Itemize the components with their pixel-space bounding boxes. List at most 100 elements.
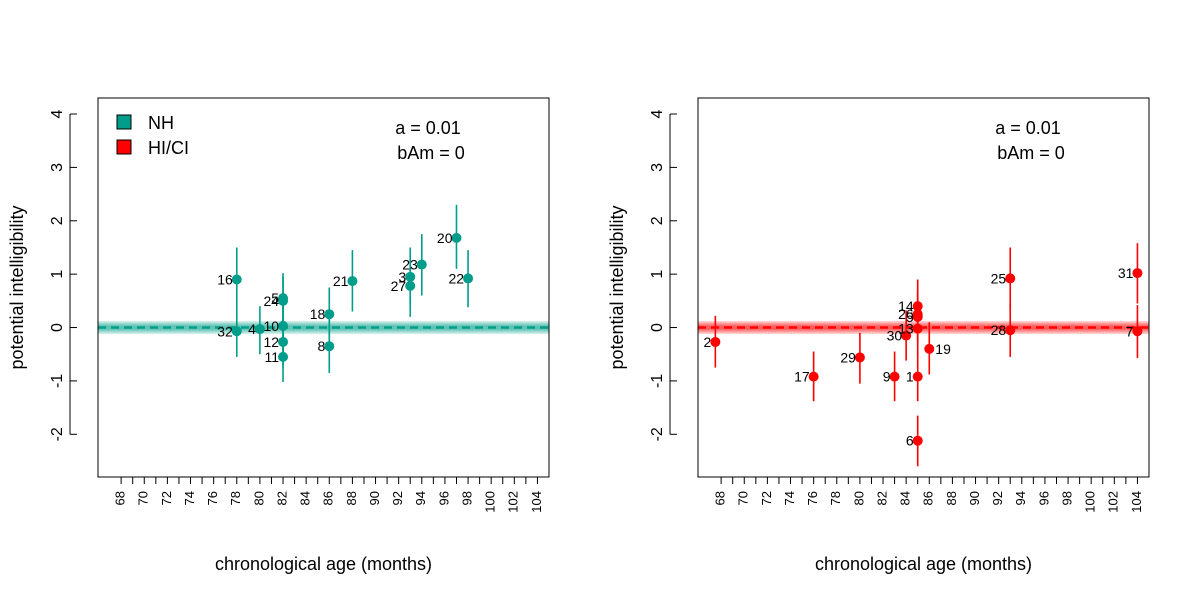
error-bars <box>714 243 1139 467</box>
point-18 <box>324 309 335 320</box>
point-label-18: 18 <box>310 306 326 322</box>
point-label-13: 13 <box>898 321 914 337</box>
x-tick-label: 104 <box>1129 491 1144 513</box>
x-tick-label: 82 <box>874 491 889 505</box>
point-label-5: 5 <box>271 290 279 306</box>
point-10 <box>278 320 289 331</box>
y-axis: -2 -1 0 1 2 3 4 <box>649 109 677 441</box>
y-tick-label: -2 <box>649 427 666 441</box>
data-points <box>231 232 474 362</box>
point-label-11: 11 <box>264 349 279 365</box>
x-tick-label: 96 <box>1036 491 1051 505</box>
x-tick-label: 94 <box>413 491 428 505</box>
x-tick-label: 98 <box>1059 491 1074 505</box>
x-tick-label: 86 <box>321 491 336 505</box>
x-axis-label: chronological age (months) <box>815 554 1032 574</box>
point-29 <box>854 352 865 363</box>
point-32 <box>231 326 242 337</box>
point-label-9: 9 <box>883 369 891 385</box>
x-tick-label: 100 <box>1083 491 1098 513</box>
plot-frame <box>697 97 1150 478</box>
point-label-31: 31 <box>1118 265 1134 281</box>
point-label-14: 14 <box>898 298 914 314</box>
point-6 <box>912 435 923 446</box>
x-tick-label: 90 <box>367 491 382 505</box>
annotation-a: a = 0.01 <box>395 118 461 138</box>
x-axis-label: chronological age (months) <box>215 554 432 574</box>
y-axis-label: potential intelligibility <box>607 205 627 369</box>
y-tick-label: 1 <box>649 270 666 279</box>
point-27 <box>405 280 416 291</box>
x-tick-label: 76 <box>205 491 220 505</box>
x-tick-label: 70 <box>136 491 151 505</box>
x-tick-label: 90 <box>967 491 982 505</box>
x-tick-label: 92 <box>990 491 1005 505</box>
y-tick-label: 3 <box>649 163 666 172</box>
y-tick-label: 0 <box>49 323 66 332</box>
point-label-22: 22 <box>448 270 464 286</box>
plot-frame <box>97 97 550 478</box>
x-tick-label: 102 <box>1106 491 1121 513</box>
point-label-27: 27 <box>391 278 407 294</box>
x-tick-label: 80 <box>851 491 866 505</box>
y-axis: -2 -1 0 1 2 3 4 <box>49 109 77 441</box>
point-label-30: 30 <box>887 328 903 344</box>
annotation-a: a = 0.01 <box>995 118 1061 138</box>
y-tick-label: 2 <box>49 216 66 225</box>
x-tick-label: 92 <box>390 491 405 505</box>
x-tick-label: 102 <box>506 491 521 513</box>
point-13 <box>912 323 923 334</box>
y-tick-label: 2 <box>649 216 666 225</box>
point-17 <box>808 371 819 382</box>
x-tick-label: 88 <box>944 491 959 505</box>
point-4 <box>254 324 265 335</box>
x-tick-label: 96 <box>436 491 451 505</box>
y-tick-label: 4 <box>49 109 66 118</box>
point-3 <box>405 271 416 282</box>
legend-swatch-hici <box>116 139 132 155</box>
point-22 <box>463 273 474 284</box>
point-20 <box>451 232 462 243</box>
point-label-32: 32 <box>217 323 233 339</box>
point-23 <box>416 259 427 270</box>
data-points <box>710 268 1143 446</box>
point-24 <box>278 295 289 306</box>
point-28 <box>1005 325 1016 336</box>
point-label-23: 23 <box>402 257 418 273</box>
x-tick-label: 94 <box>1013 491 1028 505</box>
point-19 <box>924 343 935 354</box>
point-9 <box>889 371 900 382</box>
point-30 <box>901 330 912 341</box>
x-axis: 68 70 72 74 76 78 80 82 84 86 88 90 92 94 96 98 100 102 10… <box>713 477 1144 513</box>
x-tick-label: 72 <box>759 491 774 505</box>
y-tick-label: -1 <box>49 374 66 388</box>
y-tick-label: 4 <box>649 109 666 118</box>
x-tick-label: 76 <box>805 491 820 505</box>
y-tick-label: -1 <box>649 374 666 388</box>
x-tick-label: 80 <box>251 491 266 505</box>
x-tick-label: 100 <box>483 491 498 513</box>
annotation-bam: bAm = 0 <box>997 143 1065 163</box>
annotation-bam: bAm = 0 <box>397 143 465 163</box>
legend-label-hici: HI/CI <box>148 138 189 158</box>
x-tick-label: 78 <box>228 491 243 505</box>
x-tick-label: 70 <box>736 491 751 505</box>
point-1 <box>912 371 923 382</box>
legend: NH HI/CI <box>116 113 189 158</box>
x-tick-label: 88 <box>344 491 359 505</box>
x-tick-label: 104 <box>529 491 544 513</box>
point-7 <box>1132 326 1143 337</box>
point-label-5: 5 <box>906 309 914 325</box>
x-tick-label: 82 <box>274 491 289 505</box>
x-tick-label: 78 <box>828 491 843 505</box>
point-label-12: 12 <box>263 334 279 350</box>
point-31 <box>1132 268 1143 279</box>
point-label-2: 2 <box>704 334 712 350</box>
point-label-19: 19 <box>935 341 951 357</box>
x-tick-label: 72 <box>159 491 174 505</box>
